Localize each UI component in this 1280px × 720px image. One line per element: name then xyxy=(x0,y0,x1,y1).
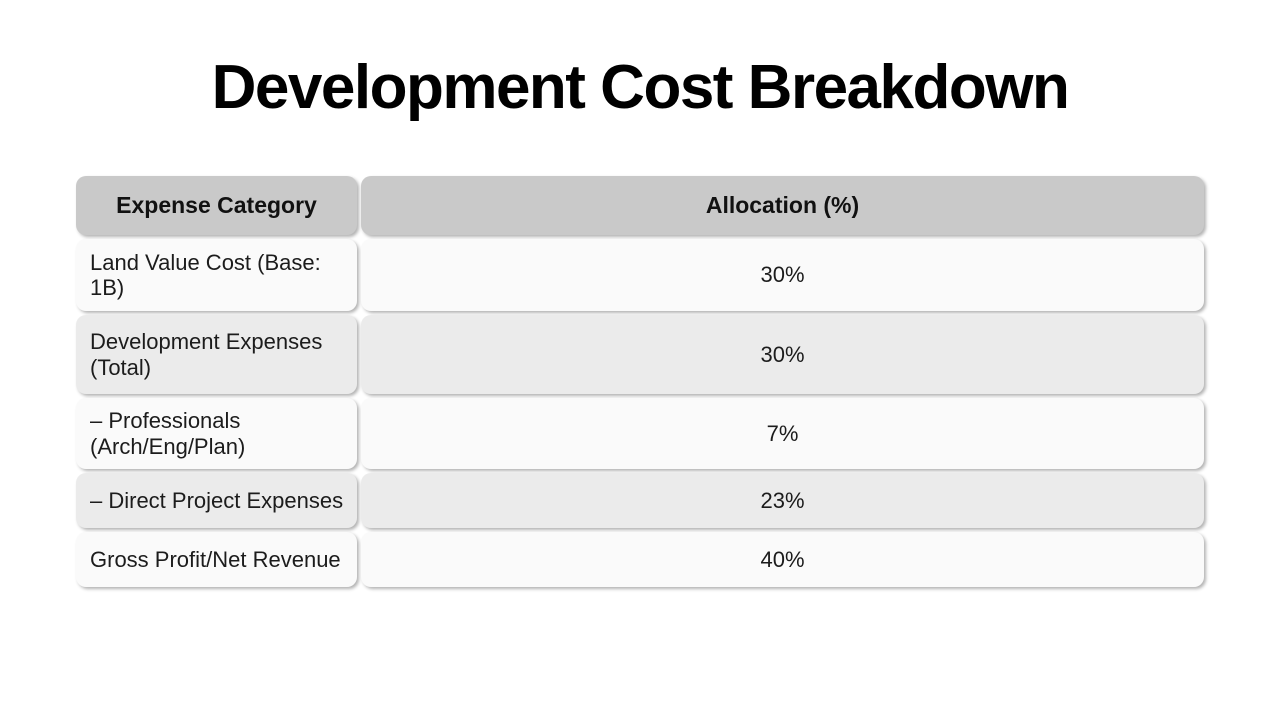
table-cell-allocation: 40% xyxy=(361,532,1204,587)
table-cell-category: Land Value Cost (Base: 1B) xyxy=(76,239,357,311)
table-cell-category: Gross Profit/Net Revenue xyxy=(76,532,357,587)
cost-breakdown-table: Expense Category Allocation (%) Land Val… xyxy=(76,176,1204,587)
table-cell-allocation: 30% xyxy=(361,315,1204,394)
page-title: Development Cost Breakdown xyxy=(211,53,1070,122)
table-cell-category: Development Expenses (Total) xyxy=(76,315,357,394)
table-cell-allocation: 30% xyxy=(361,239,1204,311)
table-cell-allocation: 7% xyxy=(361,398,1204,469)
table-cell-category: – Professionals (Arch/Eng/Plan) xyxy=(76,398,357,469)
table-cell-allocation: 23% xyxy=(361,473,1204,528)
column-header-expense-category: Expense Category xyxy=(76,176,357,235)
column-header-allocation: Allocation (%) xyxy=(361,176,1204,235)
table-cell-category: – Direct Project Expenses xyxy=(76,473,357,528)
